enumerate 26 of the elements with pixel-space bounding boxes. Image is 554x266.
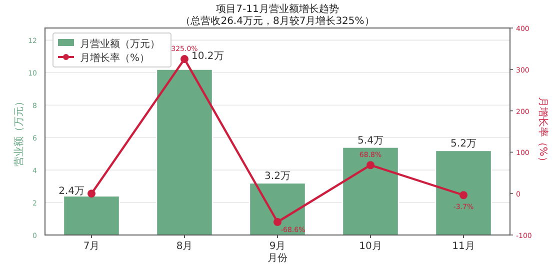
x-tick-label: 8月 (176, 241, 193, 252)
legend-label: 月增长率（%） (80, 52, 150, 64)
y-axis-title: 营业额（万元） (13, 96, 25, 166)
x-tick-label: 7月 (83, 241, 100, 252)
data-label: 5.2万 (450, 138, 476, 150)
chart-subtitle: （总营收26.4万元，8月较7月增长325%） (180, 15, 374, 27)
x-tick-label: 11月 (452, 241, 475, 252)
x-tick-label: 10月 (359, 241, 382, 252)
point (274, 218, 282, 226)
bar (435, 150, 492, 236)
point (180, 55, 188, 64)
point (366, 161, 374, 170)
data-label: 2.4万 (58, 186, 84, 198)
x-axis-title: 月份 (268, 253, 288, 264)
point (460, 191, 468, 200)
data-label: 10.2万 (192, 51, 224, 62)
bar (249, 182, 306, 236)
data-label: 5.4万 (358, 135, 384, 146)
legend-label: 月营业额（万元） (80, 38, 160, 50)
point (88, 190, 96, 198)
data-label: 3.2万 (264, 171, 290, 182)
chart-title: 项目7-11月营业额增长趋势 (216, 3, 339, 15)
y2-axis-title: 月增长率（%） (537, 96, 549, 166)
x-tick-label: 9月 (269, 241, 286, 252)
bar (63, 196, 120, 236)
bar (342, 146, 399, 236)
